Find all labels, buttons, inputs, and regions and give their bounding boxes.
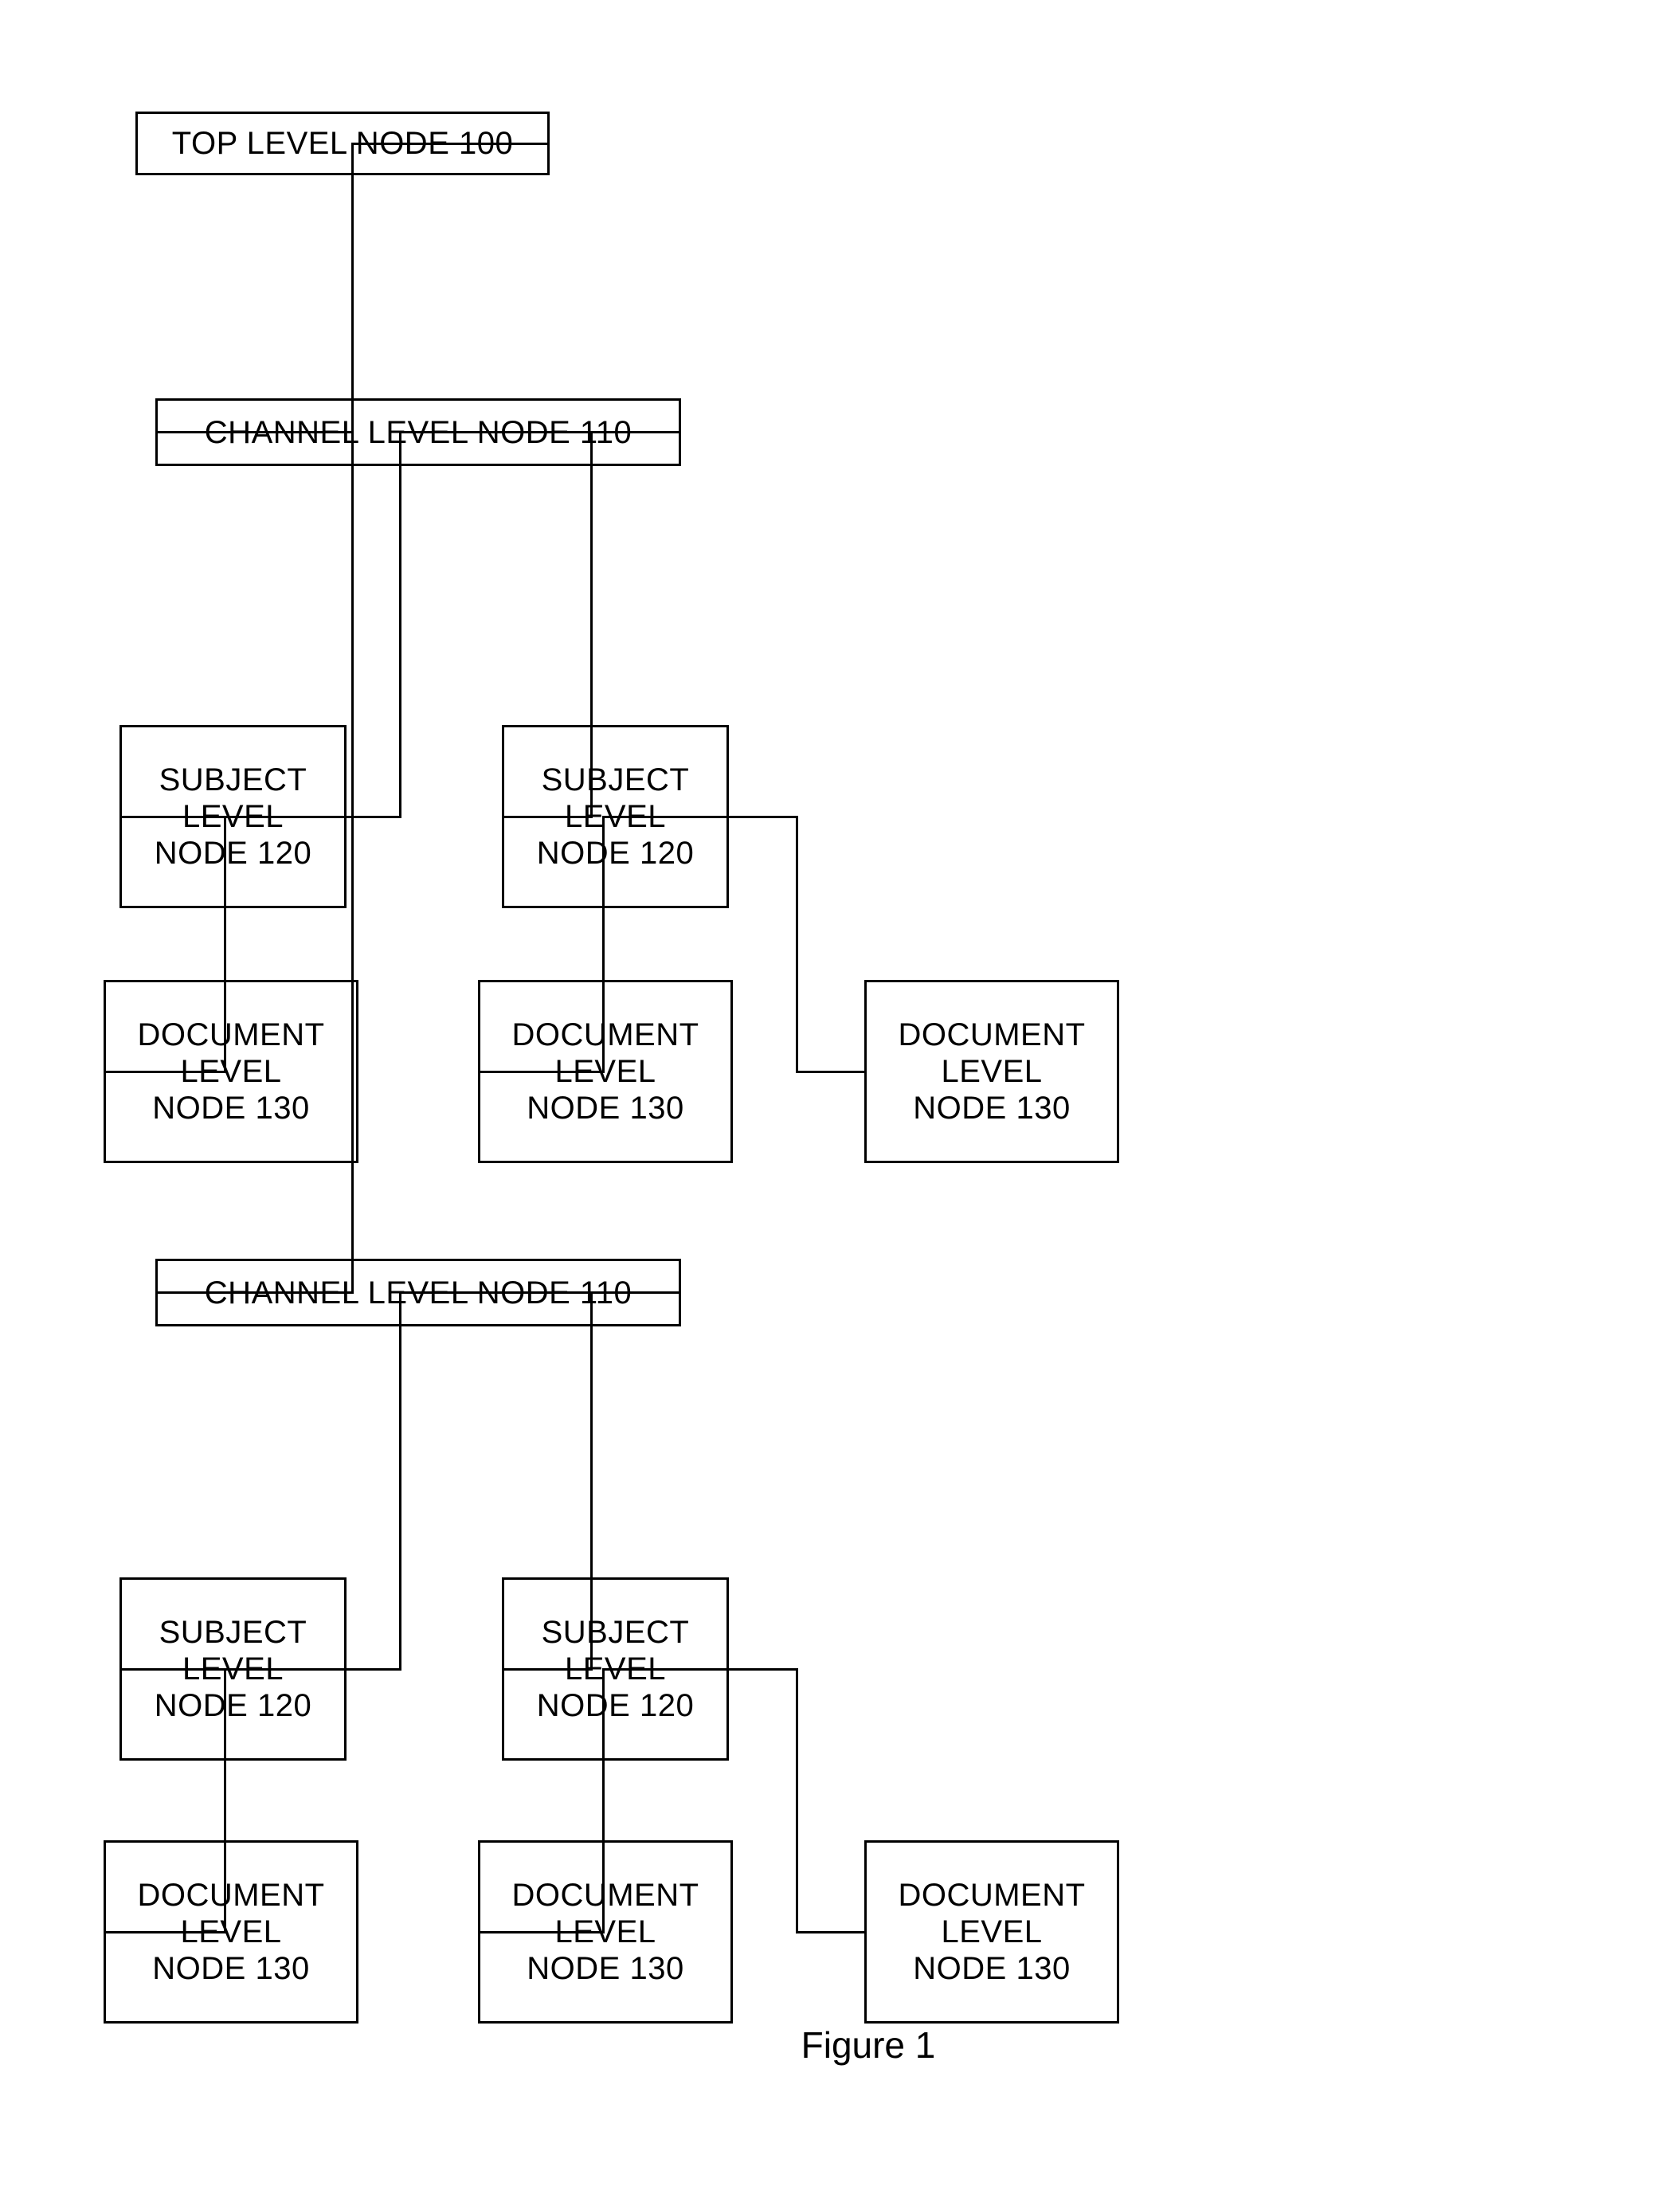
edge-segment bbox=[592, 431, 682, 433]
edge-segment bbox=[478, 1931, 604, 1933]
edge-segment bbox=[399, 431, 401, 818]
edge-segment bbox=[225, 1668, 347, 1671]
edge-segment bbox=[353, 143, 550, 145]
node-label: DOCUMENTLEVELNODE 130 bbox=[898, 1017, 1085, 1126]
edge-segment bbox=[796, 1668, 798, 1933]
edge-segment bbox=[590, 431, 593, 818]
edge-segment bbox=[104, 1931, 225, 1933]
edge-segment bbox=[225, 816, 347, 818]
edge-segment bbox=[729, 1668, 797, 1671]
edge-segment bbox=[797, 1931, 864, 1933]
edge-segment bbox=[602, 1668, 605, 1933]
node-d6: DOCUMENTLEVELNODE 130 bbox=[864, 1840, 1119, 2024]
edge-segment bbox=[604, 816, 730, 818]
edge-segment bbox=[478, 1071, 604, 1073]
node-label: DOCUMENTLEVELNODE 130 bbox=[898, 1877, 1085, 1987]
figure-caption: Figure 1 bbox=[781, 2024, 956, 2067]
edge-segment bbox=[604, 1668, 730, 1671]
edge-segment bbox=[590, 1291, 593, 1671]
edge-segment bbox=[592, 1291, 682, 1294]
edge-segment bbox=[224, 1668, 226, 1933]
edge-segment bbox=[224, 816, 226, 1073]
edge-segment bbox=[104, 1071, 225, 1073]
node-d3: DOCUMENTLEVELNODE 130 bbox=[864, 980, 1119, 1163]
edge-segment bbox=[729, 816, 797, 818]
edge-segment bbox=[602, 816, 605, 1073]
edge-segment bbox=[796, 816, 798, 1073]
edge-segment bbox=[502, 816, 592, 818]
edge-segment bbox=[502, 1668, 592, 1671]
edge-segment bbox=[351, 143, 354, 1295]
edge-segment bbox=[155, 431, 353, 433]
edge-segment bbox=[155, 1291, 353, 1294]
edge-segment bbox=[797, 1071, 864, 1073]
diagram-canvas: Figure 1 TOP LEVEL NODE 100CHANNEL LEVEL… bbox=[0, 0, 1680, 2194]
edge-segment bbox=[399, 1291, 401, 1671]
